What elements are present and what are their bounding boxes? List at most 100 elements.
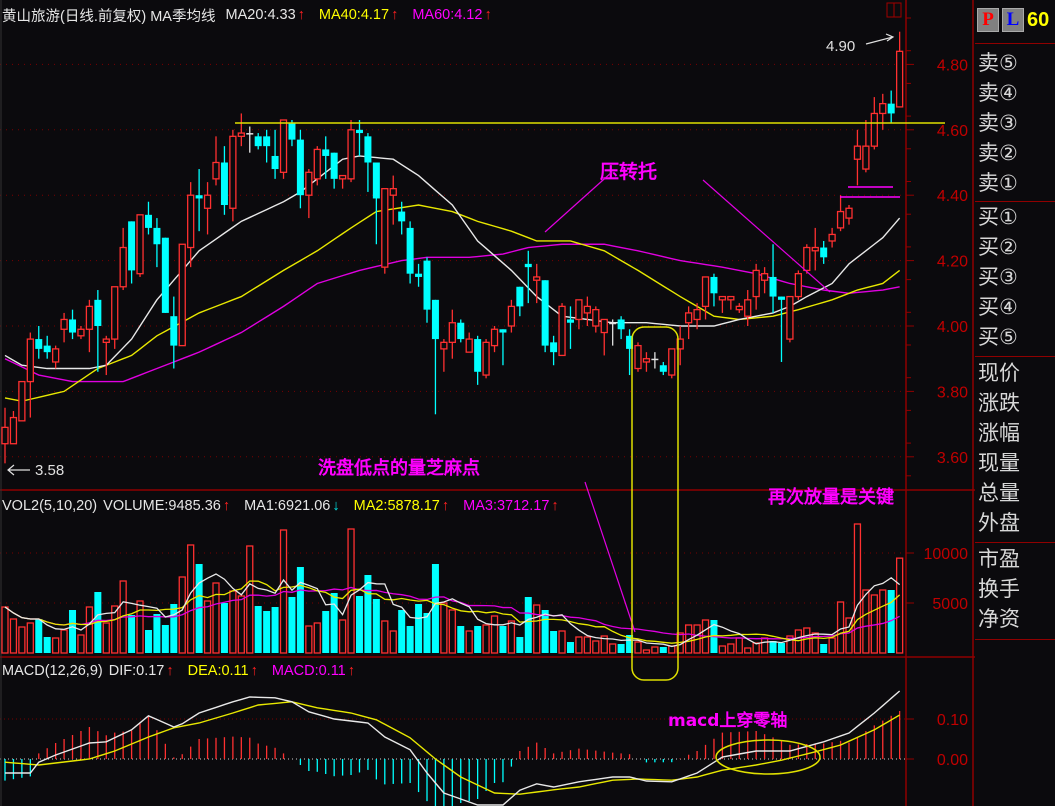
volume-bar-up	[744, 647, 752, 654]
grid	[0, 63, 906, 760]
quote-panel: P L 60 卖⑤ 卖④ 卖③ 卖② 卖① 买① 买② 买③ 买④ 买⑤ 现价 …	[975, 0, 1055, 806]
volume-bar-up	[305, 625, 313, 654]
volume-bar-down	[769, 641, 777, 653]
panel-toolbar: P L 60	[977, 8, 1049, 32]
dea-value: DEA:0.11	[187, 663, 249, 679]
volume-indicator-name: VOL2(5,10,20)	[2, 498, 98, 514]
macd-tick-label: 0.10	[937, 712, 968, 729]
volume-bar-down	[887, 590, 895, 653]
volume-bar-up	[533, 604, 541, 654]
volume-bar-up	[465, 630, 473, 654]
volume-bar-down	[330, 593, 338, 653]
macd-histogram	[4, 711, 901, 806]
candle-body-down	[769, 276, 777, 297]
volume-bar-down	[35, 619, 43, 653]
price-tick-label: 3.80	[937, 384, 968, 401]
sell-level-5: 卖⑤	[978, 51, 1018, 75]
volume-ma1-value: MA1:6921.06	[244, 498, 331, 514]
candle-body-down	[777, 296, 785, 300]
candle-body-up	[642, 358, 651, 363]
candle-body-down	[516, 286, 524, 307]
volume-bar-down	[364, 575, 372, 653]
candle-body-up	[836, 210, 845, 229]
stock-chart[interactable]: 4.80 4.60 4.40 4.20 4.00 3.80 3.60 10000 5000 0.1…	[0, 0, 975, 806]
candle-body-up	[119, 246, 127, 288]
candle-body-flat	[609, 322, 617, 325]
volume-bar-up	[760, 637, 769, 654]
ma40-line	[4, 204, 901, 402]
arrow-up-icon: ↑	[347, 663, 355, 679]
candle-body-up	[102, 338, 110, 343]
candle-body-down	[431, 299, 439, 340]
volume-bar-down	[271, 607, 279, 653]
change-percent-label: 涨幅	[978, 421, 1020, 445]
candle-body-up	[811, 246, 819, 252]
l-button[interactable]: L	[1002, 8, 1024, 32]
volume-bar-down	[69, 610, 77, 653]
candle-body-down	[887, 103, 895, 114]
window-toggle-icon[interactable]	[893, 2, 902, 18]
volume-bar-up	[558, 630, 566, 654]
arrow-right-icon	[865, 33, 895, 45]
arrow-up-icon: ↑	[297, 7, 305, 23]
volume-bar-down	[94, 592, 102, 653]
window-toggle-icon[interactable]	[886, 2, 895, 18]
volume-key-annotation: 再次放量是关键	[768, 486, 894, 508]
change-label: 涨跌	[978, 391, 1020, 415]
volume-bar-up	[490, 615, 499, 654]
volume-bar-down	[170, 604, 178, 653]
sell-orders: 卖⑤ 卖④ 卖③ 卖② 卖①	[978, 48, 1018, 198]
candle-body-down	[170, 316, 178, 346]
volume-bar-down	[617, 644, 625, 653]
p-button[interactable]: P	[977, 8, 999, 32]
candle-body-up	[1, 426, 9, 445]
volume-bar-up	[18, 626, 26, 654]
candle-body-up	[727, 295, 735, 301]
volume-ma2-value: MA2:5878.17	[353, 498, 440, 514]
volume-bar-up	[634, 641, 642, 654]
candle-body-up	[136, 214, 144, 275]
sell-level-4: 卖④	[978, 81, 1018, 105]
volume-bar-down	[820, 644, 828, 653]
volume-bar-down	[398, 610, 406, 653]
dea-line	[4, 701, 900, 795]
volume-tick-label: 5000	[932, 596, 968, 613]
candle-body-down	[330, 152, 338, 179]
buy-level-2: 买②	[978, 235, 1018, 259]
total-volume-label: 总量	[978, 481, 1020, 505]
volume-bar-down	[499, 626, 507, 653]
macd-cross-annotation: macd上穿零轴	[668, 710, 787, 731]
candle-body-down	[710, 276, 718, 294]
candle-body-up	[862, 145, 870, 170]
candle-body-down	[398, 211, 406, 222]
candle-body-up	[718, 295, 727, 301]
candle-body-down	[550, 342, 558, 353]
volume-bar-up	[836, 601, 845, 654]
volume-bar-up	[651, 646, 659, 654]
volume-bar-down	[566, 642, 574, 653]
candle-body-up	[187, 194, 195, 249]
candle-body-up	[347, 129, 355, 180]
volume-bar-up	[727, 643, 735, 654]
candle-body-up	[229, 135, 237, 209]
candle-body-up	[845, 207, 853, 219]
candle-body-down	[128, 221, 136, 271]
pe-ratio-label: 市盈	[978, 547, 1020, 571]
volume-ma10-line	[4, 580, 901, 644]
volume-bar-up	[609, 643, 617, 654]
candle-body-up	[592, 308, 600, 327]
volume-bar-up	[203, 600, 212, 654]
candle-body-down	[364, 136, 372, 163]
arrow-up-icon: ↑	[551, 498, 559, 514]
price-tick-label: 4.60	[937, 123, 968, 140]
candle-body-down	[457, 322, 465, 340]
volume-bar-down	[457, 626, 465, 653]
volume-bar-down	[524, 597, 532, 653]
macd-tick-label: 0.00	[937, 752, 968, 769]
volume-bar-up	[811, 632, 819, 654]
volume-bar-up	[60, 629, 68, 654]
candle-body-up	[575, 299, 583, 321]
candle-body-up	[684, 312, 693, 324]
volume-bar-down	[322, 611, 330, 653]
volume-header: VOL2(5,10,20) VOLUME:9485.36 ↑ MA1:6921.0…	[2, 495, 573, 517]
